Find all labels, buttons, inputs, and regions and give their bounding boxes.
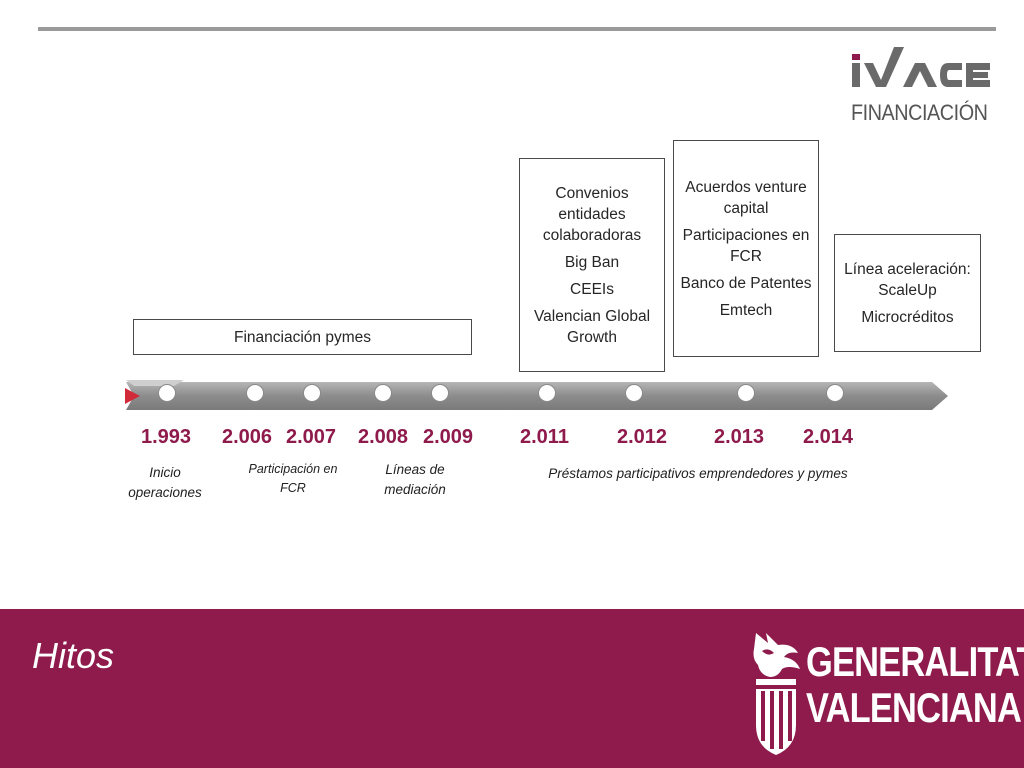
year-2009: 2.009 (423, 426, 474, 448)
slide-title: Hitos (32, 635, 115, 676)
ivace-logo-subtitle: FINANCIACIÓN (851, 100, 988, 125)
timeline-dot (303, 384, 321, 402)
timeline-dot (431, 384, 449, 402)
box-line: CEEIs (570, 280, 614, 298)
year-2006: 2.006 (222, 426, 273, 448)
timeline-dot (246, 384, 264, 402)
caption-inicio: Inicio operaciones (128, 465, 202, 500)
box-line: Microcréditos (861, 308, 954, 326)
caption-participacion: Participación en FCR (248, 462, 338, 495)
box-line: Big Ban (564, 253, 620, 271)
top-rule (38, 27, 996, 31)
box-line: Financiación pymes (234, 328, 371, 346)
box-convenios: Convenios entidades colaboradoras Big Ba… (519, 158, 665, 372)
timeline-dot (374, 384, 392, 402)
year-2014: 2.014 (803, 426, 854, 448)
timeline-dot (625, 384, 643, 402)
caption-prestamos: Préstamos participativos emprendedores y… (548, 466, 848, 481)
footer-band: Hitos GENERALITAT VALENCIANA (0, 609, 1024, 768)
box-line: Acuerdos venture capital (685, 178, 807, 217)
year-2012: 2.012 (617, 426, 668, 448)
box-line: Participaciones en FCR (682, 226, 810, 265)
generalitat-emblem-icon (753, 633, 800, 755)
timeline-dot (826, 384, 844, 402)
generalitat-line-2: VALENCIANA (806, 684, 1022, 731)
year-2013: 2.013 (714, 426, 765, 448)
generalitat-line-1: GENERALITAT (806, 638, 1024, 685)
box-line: Banco de Patentes (680, 274, 812, 292)
year-2007: 2.007 (286, 426, 337, 448)
year-2011: 2.011 (520, 426, 569, 448)
year-2008: 2.008 (358, 426, 409, 448)
caption-lineas: Líneas de mediación (384, 462, 446, 497)
box-line: Convenios entidades colaboradoras (542, 184, 642, 244)
timeline-dot (737, 384, 755, 402)
timeline-arrow (118, 370, 958, 420)
box-linea-aceleracion: Línea aceleración: ScaleUp Microcréditos (834, 234, 981, 352)
box-financiacion-pymes: Financiación pymes (133, 319, 472, 355)
timeline-dot (538, 384, 556, 402)
year-1993: 1.993 (141, 426, 192, 448)
timeline-dot (158, 384, 176, 402)
box-acuerdos: Acuerdos venture capital Participaciones… (673, 140, 819, 357)
box-line: Valencian Global Growth (533, 307, 651, 346)
ivace-logo-mark (852, 47, 990, 87)
box-line: Línea aceleración: ScaleUp (844, 260, 971, 299)
box-line: Emtech (719, 301, 773, 319)
generalitat-wordmark: GENERALITAT VALENCIANA (806, 639, 1024, 731)
ivace-logo: FINANCIACIÓN (848, 44, 998, 125)
